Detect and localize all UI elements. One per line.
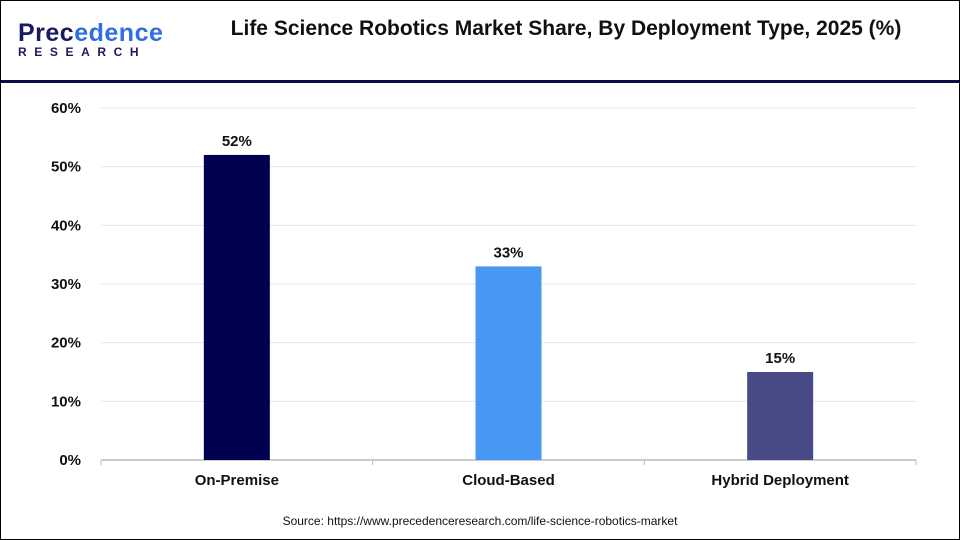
precedence-research-logo: Precedence RESEARCH — [18, 19, 163, 59]
x-tick-label: Cloud-Based — [462, 472, 555, 489]
y-tick-label: 50% — [51, 159, 81, 176]
y-tick-label: 20% — [51, 335, 81, 352]
logo-text-a: Prec — [18, 19, 75, 47]
y-tick-label: 30% — [51, 276, 81, 293]
data-label: 52% — [222, 133, 252, 150]
header: Precedence RESEARCH Life Science Robotic… — [1, 1, 959, 83]
bar — [203, 154, 270, 460]
y-tick-label: 0% — [59, 452, 81, 469]
bar — [747, 372, 814, 460]
y-tick-label: 60% — [51, 100, 81, 117]
logo-text-b: edence — [74, 19, 164, 47]
bar — [475, 266, 542, 460]
data-label: 15% — [765, 350, 795, 367]
source-note: Source: https://www.precedenceresearch.c… — [282, 514, 678, 528]
x-tick-label: Hybrid Deployment — [711, 472, 849, 489]
y-tick-label: 10% — [51, 393, 81, 410]
data-label: 33% — [493, 244, 523, 261]
chart-title: Life Science Robotics Market Share, By D… — [230, 17, 902, 40]
x-tick-label: On-Premise — [195, 472, 279, 489]
logo-subtext: RESEARCH — [18, 45, 147, 59]
y-tick-label: 40% — [51, 217, 81, 234]
